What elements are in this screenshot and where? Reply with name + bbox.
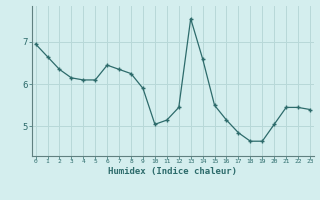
X-axis label: Humidex (Indice chaleur): Humidex (Indice chaleur) bbox=[108, 167, 237, 176]
